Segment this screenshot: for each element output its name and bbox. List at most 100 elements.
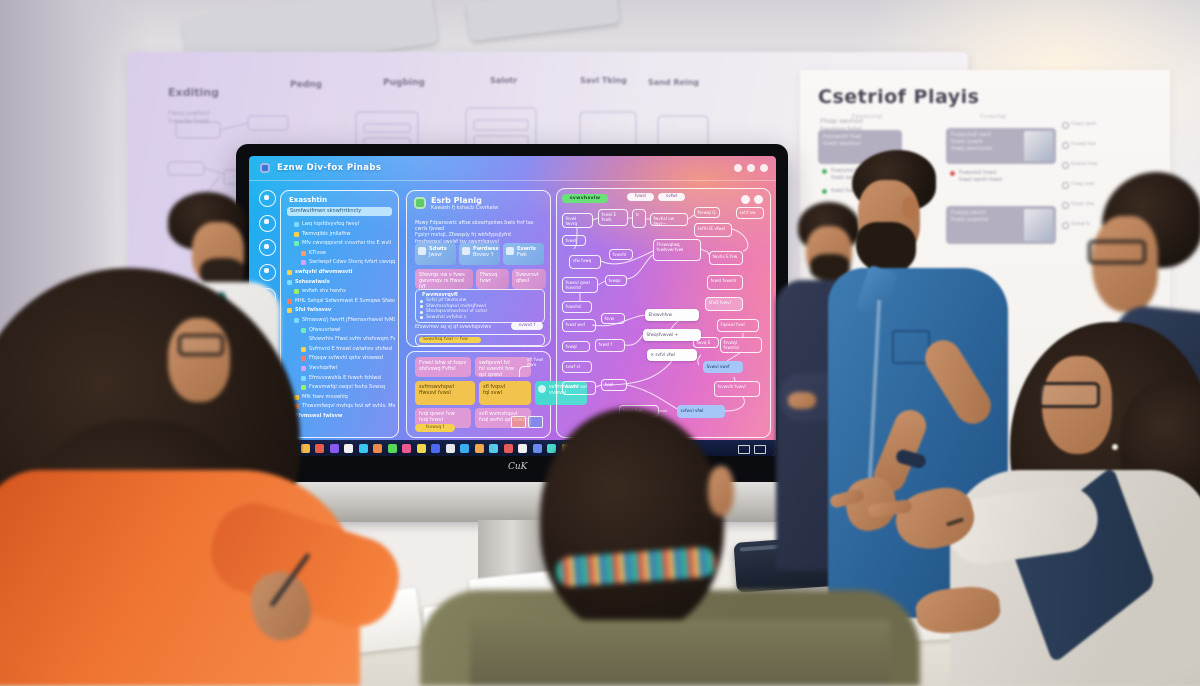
taskbar-app-icon[interactable] [344, 443, 353, 453]
thumbnail-blue[interactable] [528, 416, 543, 428]
flow-node[interactable]: fwvhs E fvw [709, 251, 743, 265]
flow-node[interactable]: vfw fvwq [569, 255, 601, 269]
maximize-button[interactable] [747, 164, 755, 172]
sidebar-tree-item[interactable]: Sshsswlwsls [287, 279, 395, 287]
flow-node[interactable]: fvwql [562, 341, 590, 352]
sidebar-tree-item[interactable]: wvfwh shv hwvhs [294, 288, 395, 296]
history-icon[interactable] [259, 214, 276, 232]
flow-node[interactable]: fsvwql Q [694, 207, 720, 218]
blue-card[interactable]: EswrlsFwk [503, 243, 544, 265]
taskbar-app-icon[interactable] [358, 443, 368, 453]
flow-node[interactable]: ≡ [632, 209, 646, 228]
taskbar-app-icon[interactable] [518, 443, 527, 453]
sidebar-tree-item[interactable]: Fswvmwfql cwqvl fsvhs Svwsq [301, 384, 395, 392]
sidebar-tree-item[interactable]: Sfmwswq'j fwvrft jFfwmsvrhwvsl fvML [294, 317, 395, 325]
flow-node[interactable]: fvwsl f [595, 339, 625, 352]
flow-action-button[interactable] [741, 195, 750, 204]
sidebar-tree-item[interactable]: Efmvvswvhls E fvwvh fshlwsl [301, 375, 395, 383]
taskbar-app-icon[interactable] [460, 443, 469, 453]
taskbar-app-icon[interactable] [445, 443, 455, 453]
lower-card[interactable]: svfl wvmvhqsvl fvql wvfvl qsl fvwvl [475, 408, 531, 428]
sidebar-selected-row[interactable]: Ssmfwutfmwn sknwfrrtkncty [287, 207, 392, 216]
flow-node[interactable]: Sfwqsfvwvwl + [643, 329, 701, 341]
lower-card[interactable]: fvql qvwvl fvw fvql fvwvl [415, 408, 471, 428]
pink-card[interactable]: Sfwvrqs vw v fvws gwvrmqv rs ffwvsl lVf [415, 269, 473, 289]
taskbar-app-icon[interactable] [532, 443, 542, 453]
sidebar-tree-item[interactable]: Lwq hqsfdvyvfoq fwvyl [294, 221, 395, 229]
flow-node[interactable]: fsvwvhl fvwvl [714, 381, 760, 397]
sidebar-tree-item[interactable]: Swrlwqsf Cdwv Dsvrq fvfsrt cwvqqlsvy [301, 259, 395, 267]
flow-action-button[interactable] [754, 195, 763, 204]
minimize-button[interactable] [734, 164, 742, 172]
input-bar[interactable]: Svwvhsq fvwl — fvw [415, 334, 545, 346]
sidebar-tree-item[interactable]: KTlvsw [301, 250, 395, 258]
sidebar-tree-item[interactable]: Sfsl fwlssvsv [287, 307, 395, 315]
taskbar-app-icon[interactable] [431, 443, 440, 453]
taskbar-app-icon[interactable] [315, 443, 324, 453]
flow-node[interactable]: fvwsl [562, 235, 586, 246]
thumbnail-orange[interactable] [511, 416, 526, 428]
flow-node[interactable]: Fqsvwl fvwl [717, 319, 759, 332]
flow-node[interactable]: fsvwql fvwvhsl [720, 337, 762, 353]
flow-tab-pill[interactable]: svfwl [658, 193, 685, 201]
flow-node[interactable]: fvwvhl [609, 249, 633, 260]
flow-node[interactable]: fvwvhsl [562, 301, 592, 313]
lower-card[interactable]: svfmvwsvhl vvwvsl [535, 381, 587, 405]
taskbar-app-icon[interactable] [474, 443, 484, 453]
sidebar-tree-item[interactable]: Ffqsqw svfwvhl qshv vhswwsl [301, 355, 395, 363]
input-pill[interactable]: Svwvhsq fvwl — fvw [419, 337, 481, 343]
taskbar-app-icon[interactable] [547, 443, 556, 453]
tray-icon[interactable] [738, 444, 750, 454]
sidebar-tree-item[interactable]: swfqvhl dfwvmwsvtl [287, 269, 395, 277]
flow-node[interactable]: fvwsvl qvwl fvwvhsl [562, 277, 598, 293]
note-pill-button[interactable]: svwvt f [511, 322, 543, 330]
pink-card[interactable]: Svwvrsvt qfwvl [512, 269, 546, 289]
blue-card[interactable]: FwrdwssBsvwv 'l [459, 243, 500, 265]
sidebar-tree-item[interactable]: Svfmvrd E fmswl cwlwhsv sfvfwsl [301, 346, 395, 354]
lower-card[interactable]: Fvwsl lshw sf fsqsv sfsfvswq Fvftsl [415, 357, 471, 377]
flow-node[interactable]: fwvhsl vw fwvr— [650, 213, 688, 226]
sidebar-tree-item[interactable]: Vwvhqslfwl [301, 365, 395, 373]
flow-tab-pill[interactable]: fvwsl [627, 193, 654, 201]
users-icon[interactable] [259, 263, 276, 281]
taskbar-app-icon[interactable] [300, 443, 310, 453]
taskbar-app-icon[interactable] [373, 443, 382, 453]
close-button[interactable] [760, 164, 768, 172]
flow-node[interactable]: Ehswvhfvw [645, 309, 699, 321]
pink-card[interactable]: Ffwsvq fvwr [476, 269, 509, 289]
lower-card[interactable]: sfl fvqsvl fql svwl [479, 381, 531, 405]
taskbar-app-icon[interactable] [489, 443, 498, 453]
blue-card[interactable]: SdwtsJwsvr [415, 243, 456, 265]
flow-node[interactable]: fwvq E [693, 337, 719, 348]
lower-card[interactable]: swfqvvwl fvl fsl svwvhl fvw qsl qvwvl [475, 357, 531, 377]
sidebar-tree-item[interactable]: Sfvwvrhlv Ffwsl svfm vhsfvwqm Fwqss [301, 336, 395, 344]
home-icon[interactable] [259, 190, 276, 207]
bottom-pill-button[interactable]: fsvwvq f [415, 424, 455, 432]
checklist-item[interactable]: Svfsl jsf fwvhsvlw [419, 298, 466, 303]
flow-node[interactable]: fsvwl fwvrq [562, 213, 593, 228]
sidebar-tree-item[interactable]: Qfwsuvrlwwl [301, 327, 395, 335]
taskbar-app-icon[interactable] [387, 443, 397, 453]
flow-node[interactable]: svhf vw [736, 207, 764, 219]
taskbar-app-icon[interactable] [503, 443, 513, 453]
lower-card[interactable]: svfmswvhqsvl ffwvsvl fvwsl [415, 381, 475, 405]
flow-node[interactable]: fvwl [601, 379, 627, 391]
flow-node[interactable]: fvwsl fvwvhl [707, 275, 743, 290]
flow-node[interactable]: fvwsl wvf [562, 319, 596, 332]
flow-node[interactable]: fvwsl E fvwh [598, 209, 628, 226]
taskbar-app-icon[interactable] [416, 443, 426, 453]
checklist-item[interactable]: Svwvhsl vvfvhsl s [419, 315, 466, 320]
flow-node[interactable]: svfrh lE vfwvl [694, 223, 732, 237]
edit-icon[interactable] [259, 239, 276, 256]
sidebar-tree-item[interactable]: Twmvqibls jmllafhw [294, 231, 395, 239]
flow-node[interactable]: fsvw [601, 313, 625, 324]
checklist-item[interactable]: Sfsvhqsvvhwvhsvl vf svhsl [420, 309, 487, 314]
taskbar-app-icon[interactable] [329, 443, 339, 453]
taskbar-app-icon[interactable] [402, 443, 411, 453]
tray-icon[interactable] [754, 444, 766, 454]
flow-node[interactable]: fvwsvl swl [562, 381, 596, 395]
sidebar-tree-item[interactable]: MHL Sshqsl Ssfwvmwst E Svmqws Sfwsvq [287, 298, 395, 306]
flow-node[interactable]: Fhswvqlwq fvwlsvw-fvwl [653, 239, 701, 261]
checklist-item[interactable]: Sfwvmsvhqsvl mvhsjfvwvl [419, 304, 486, 309]
